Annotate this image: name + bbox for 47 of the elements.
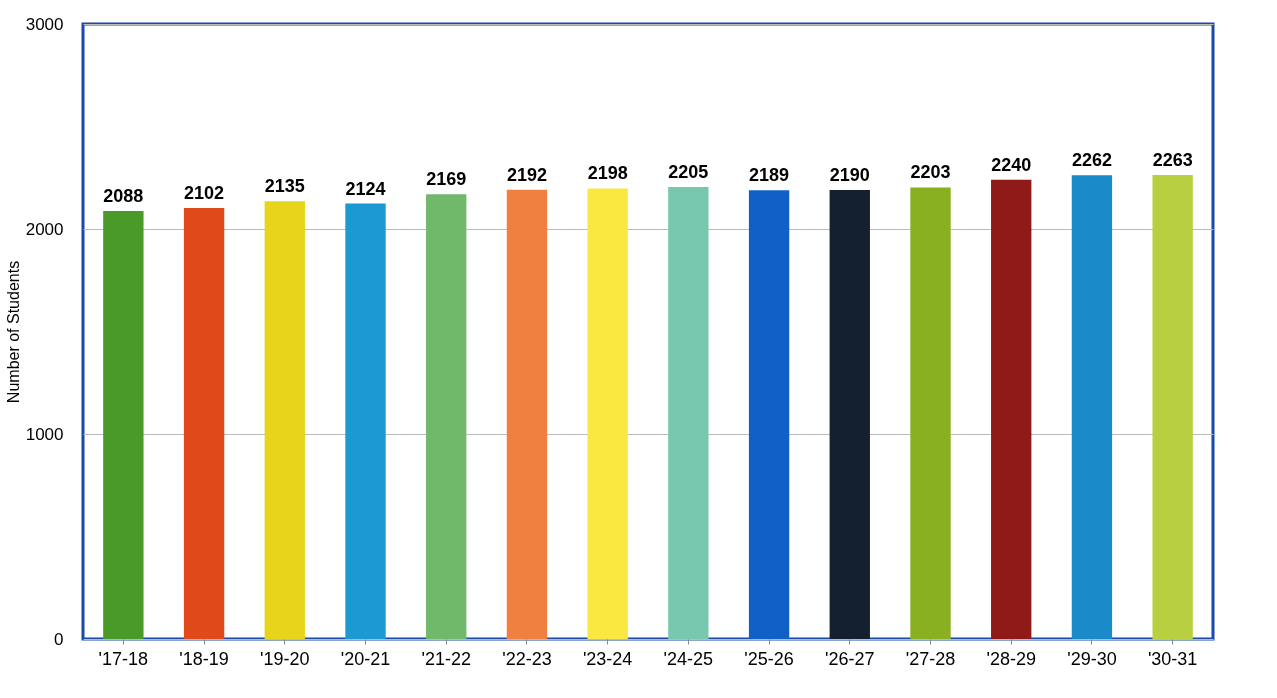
- bar: [1152, 175, 1193, 639]
- x-tick-label: '27-28: [905, 648, 956, 669]
- bar: [345, 203, 386, 639]
- bar: [506, 189, 548, 639]
- y-tick-label: 0: [54, 629, 64, 649]
- y-tick-label: 2000: [25, 219, 64, 239]
- x-tick-label: '18-19: [179, 648, 229, 669]
- data-label: 2190: [829, 165, 870, 186]
- y-tick-label: 3000: [25, 14, 64, 34]
- x-tick-label: '29-30: [1067, 648, 1117, 669]
- bar: [1071, 175, 1113, 639]
- y-axis-title: Number of Students: [4, 260, 22, 404]
- x-tick-label: '25-26: [744, 648, 794, 669]
- data-label: 2088: [103, 185, 144, 206]
- bar: [426, 194, 467, 639]
- data-label: 2189: [749, 165, 790, 186]
- data-label: 2205: [668, 161, 709, 182]
- x-tick-label: '24-25: [663, 648, 714, 669]
- x-tick-label: '17-18: [98, 648, 149, 669]
- x-tick-label: '23-24: [582, 648, 633, 669]
- bar: [103, 210, 144, 639]
- bar: [991, 179, 1032, 639]
- data-label: 2263: [1152, 150, 1193, 171]
- data-label: 2135: [264, 176, 305, 197]
- bar: [668, 186, 709, 639]
- x-tick-label: '26-27: [825, 648, 875, 669]
- bar: [587, 188, 628, 639]
- bar: [183, 208, 225, 639]
- data-label: 2192: [506, 164, 547, 185]
- data-label: 2198: [587, 163, 628, 184]
- x-tick-label: '19-20: [260, 648, 310, 669]
- bar: [910, 187, 951, 639]
- x-tick-label: '28-29: [986, 648, 1036, 669]
- data-label: 2124: [345, 178, 386, 199]
- y-tick-label: 1000: [25, 424, 64, 444]
- bar: [748, 190, 790, 639]
- data-label: 2102: [184, 183, 225, 204]
- data-label: 2169: [426, 169, 467, 190]
- bar: [264, 201, 305, 639]
- x-tick-label: '20-21: [340, 648, 391, 669]
- data-label: 2240: [991, 154, 1032, 175]
- x-tick-label: '30-31: [1147, 648, 1198, 669]
- x-tick-label: '22-23: [502, 648, 552, 669]
- data-label: 2262: [1071, 150, 1112, 171]
- x-tick-label: '21-22: [421, 648, 471, 669]
- bar: [829, 190, 870, 639]
- data-label: 2203: [910, 162, 951, 183]
